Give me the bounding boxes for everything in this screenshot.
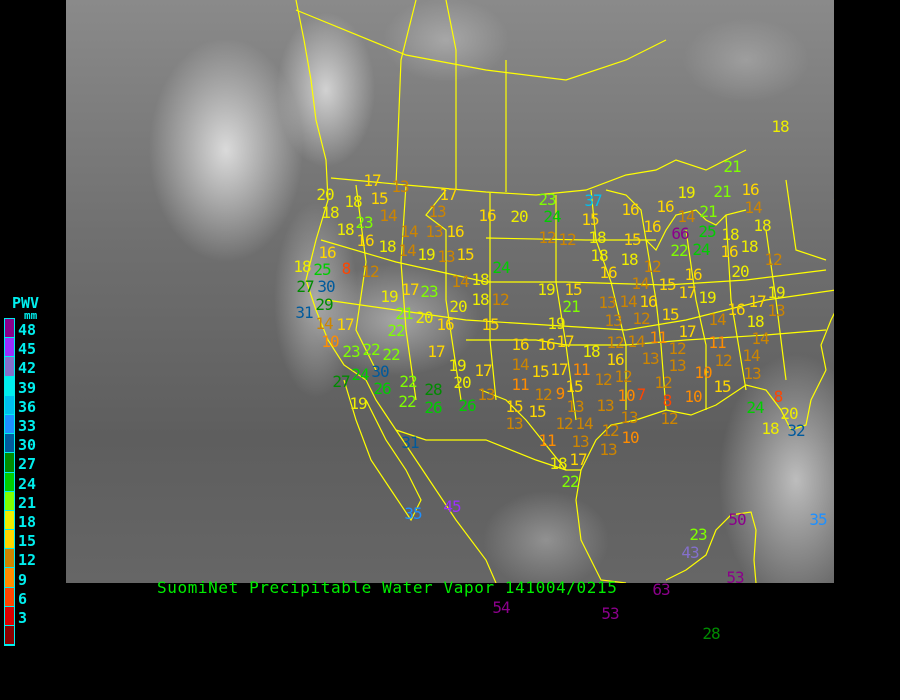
legend-swatch — [5, 338, 14, 358]
legend-label: 6 — [18, 589, 28, 608]
legend-label: 39 — [18, 378, 37, 397]
great-lakes — [605, 189, 747, 252]
state-lines — [355, 184, 377, 371]
state-lines — [590, 189, 627, 410]
legend-swatch — [5, 395, 14, 415]
legend-label: 48 — [18, 321, 37, 339]
legend-label: 36 — [18, 397, 37, 416]
station-pwv-value: 53 — [601, 604, 619, 623]
legend-label: 12 — [18, 551, 37, 570]
legend-label: 3 — [18, 609, 28, 627]
east-coastline — [820, 199, 834, 371]
state-lines — [489, 193, 497, 401]
legend-label: 9 — [18, 570, 28, 589]
station-pwv-value: 54 — [492, 598, 510, 617]
legend-unit: mm — [24, 309, 38, 322]
political-borders — [295, 0, 834, 583]
legend-swatch — [5, 626, 14, 646]
map-title: SuomiNet Precipitable Water Vapor 141004… — [157, 578, 618, 597]
legend-swatch — [5, 472, 14, 492]
legend-swatch — [5, 376, 14, 396]
legend-swatch — [5, 606, 14, 626]
state-lines — [555, 195, 577, 421]
state-lines — [765, 229, 787, 381]
legend-swatch — [5, 549, 14, 569]
legend-label: 33 — [18, 417, 37, 435]
legend-colorbar — [4, 318, 15, 647]
state-lines — [466, 329, 827, 346]
legend-swatch — [5, 530, 14, 550]
state-lines — [320, 239, 827, 286]
legend-label: 15 — [18, 532, 37, 551]
state-lines — [785, 179, 827, 261]
station-pwv-value: 28 — [702, 624, 720, 643]
legend-swatch — [5, 434, 14, 454]
gulf-coastline — [480, 369, 827, 471]
legend-swatch — [5, 357, 14, 377]
legend-swatch — [5, 414, 14, 435]
state-lines — [685, 229, 707, 410]
pwv-legend: PWV mm 48 45 42 39 36 33 30 27 24 21 18 15 12 9 6 3 — [4, 294, 60, 647]
legend-swatch — [5, 491, 14, 511]
legend-label: 45 — [18, 340, 37, 359]
satellite-map — [66, 0, 834, 583]
state-lines — [725, 214, 747, 391]
legend-label: 27 — [18, 455, 37, 474]
legend-label: 18 — [18, 513, 37, 531]
legend-label: 21 — [18, 493, 37, 512]
legend-swatch — [5, 453, 14, 473]
state-lines — [425, 189, 462, 401]
legend-swatch — [5, 587, 14, 607]
legend-label: 24 — [18, 474, 37, 493]
legend-header: PWV — [12, 294, 40, 312]
province-lines — [295, 9, 667, 81]
mexico-gulf-coast — [575, 469, 627, 583]
legend-label: 30 — [18, 436, 37, 455]
province-lines — [445, 0, 457, 190]
state-lines — [645, 239, 667, 411]
legend-swatch — [5, 319, 14, 339]
legend-swatch — [5, 510, 14, 531]
baja-coastline — [343, 379, 422, 522]
station-pwv-value: 63 — [652, 580, 670, 599]
state-lines — [325, 289, 834, 331]
province-lines — [395, 0, 417, 186]
us-canada-border — [330, 149, 747, 196]
mexico-states — [395, 429, 567, 471]
west-coastline — [295, 0, 497, 583]
yucatan-coast — [665, 511, 757, 583]
state-lines — [400, 184, 417, 401]
legend-label: 42 — [18, 359, 37, 378]
state-lines — [485, 237, 656, 241]
legend-swatch — [5, 568, 14, 588]
